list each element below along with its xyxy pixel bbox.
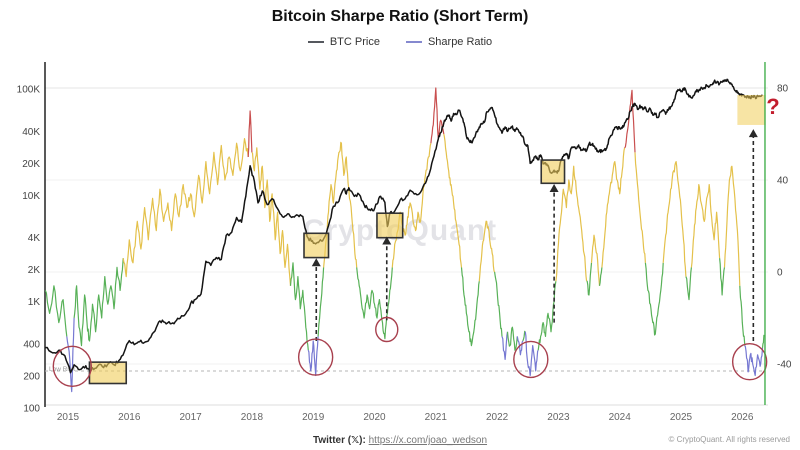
y-right-tick-label: -40: [777, 360, 792, 371]
x-axis-year-label[interactable]: 2024: [609, 412, 632, 423]
bottom-signal-circle: [731, 343, 768, 381]
y-left-tick-label: 4K: [28, 233, 41, 244]
legend-item-btc-price[interactable]: BTC Price: [307, 36, 380, 48]
btc-price-line: [45, 78, 763, 374]
x-axis-year-label[interactable]: 2016: [118, 412, 141, 423]
twitter-label: Twitter (𝕏):: [312, 435, 366, 446]
x-axis-year-label[interactable]: 2017: [179, 412, 202, 423]
y-right-tick-label: 40: [777, 176, 789, 187]
highlight-box: [88, 361, 128, 385]
x-axis-year-label[interactable]: 2021: [425, 412, 448, 423]
x-axis-year-label[interactable]: 2022: [486, 412, 509, 423]
x-axis-year-label[interactable]: 2020: [363, 412, 386, 423]
annotation-arrow: [311, 258, 321, 341]
highlight-box: [737, 95, 766, 125]
y-left-tick-label: 400: [23, 340, 40, 351]
low-risk-label: Low Risk: [49, 366, 76, 373]
legend-label-sharpe-ratio: Sharpe Ratio: [427, 36, 493, 48]
bottom-signal-circle: [52, 345, 92, 387]
twitter-link[interactable]: https://x.com/joao_wedson: [368, 435, 488, 446]
y-left-tick-label: 10K: [22, 191, 40, 202]
bottom-signal-circle: [513, 340, 549, 379]
annotation-arrow: [748, 129, 758, 341]
copyright-notice: © CryptoQuant. All rights reserved: [668, 435, 791, 444]
y-left-tick-label: 200: [23, 372, 40, 383]
y-left-tick-label: 40K: [22, 127, 40, 138]
footer: Twitter (𝕏): https://x.com/joao_wedson: [0, 435, 800, 446]
y-left-tick-label: 100: [23, 404, 40, 415]
chart-title: Bitcoin Sharpe Ratio (Short Term): [271, 8, 529, 25]
sharpe-ratio-legend-swatch: [405, 41, 422, 43]
x-axis-year-label[interactable]: 2026: [731, 412, 754, 423]
chart-legend: BTC Price Sharpe Ratio: [0, 36, 800, 48]
annotation-arrow: [549, 184, 559, 323]
x-axis-year-label[interactable]: 2023: [547, 412, 570, 423]
question-mark-annotation: ?: [766, 94, 779, 119]
sharpe-ratio-line: [44, 87, 765, 393]
bottom-signal-circle: [297, 338, 334, 376]
y-left-tick-label: 100K: [17, 85, 41, 96]
y-left-tick-label: 2K: [28, 265, 41, 276]
x-axis-year-label[interactable]: 2018: [241, 412, 264, 423]
y-left-tick-label: 1K: [28, 297, 41, 308]
legend-item-sharpe-ratio[interactable]: Sharpe Ratio: [405, 36, 493, 48]
highlight-box: [376, 212, 404, 239]
y-right-tick-label: 80: [777, 84, 789, 95]
x-axis-year-label[interactable]: 2019: [302, 412, 325, 423]
legend-label-btc-price: BTC Price: [329, 36, 380, 48]
x-axis-year-label[interactable]: 2015: [57, 412, 80, 423]
highlight-box: [540, 159, 566, 185]
bottom-signal-circle: [375, 316, 399, 343]
highlight-box: [303, 232, 330, 259]
y-left-tick-label: 20K: [22, 159, 40, 170]
x-axis-year-label[interactable]: 2025: [670, 412, 693, 423]
y-right-tick-label: 0: [777, 268, 783, 279]
btc-price-legend-swatch: [307, 41, 324, 43]
annotation-arrow: [382, 236, 392, 321]
